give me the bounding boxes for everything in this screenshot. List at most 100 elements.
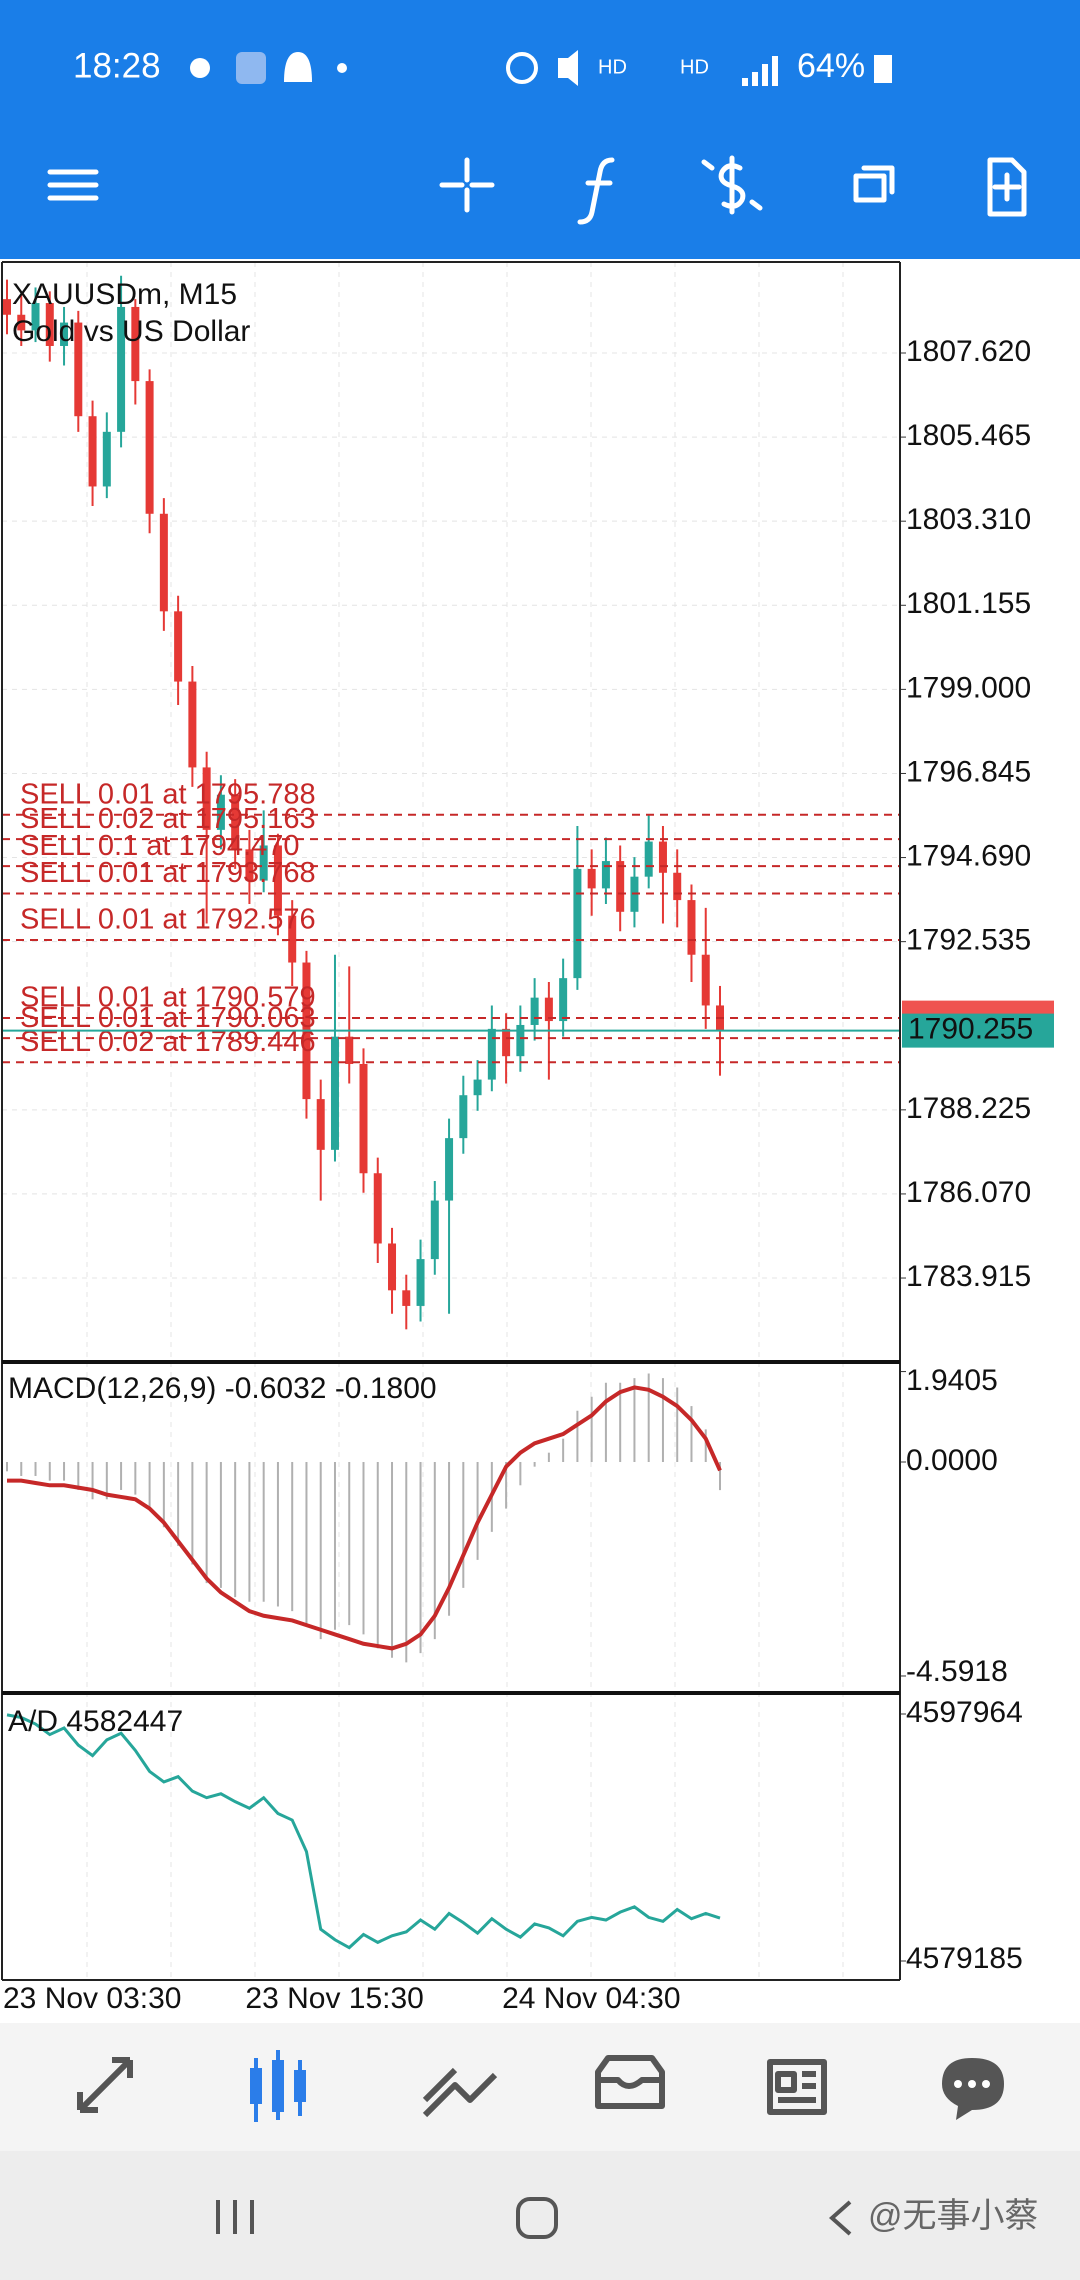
candle-body (288, 915, 297, 963)
y-tick-label: -4.5918 (906, 1655, 1008, 1688)
history-tab[interactable] (595, 2055, 665, 2109)
status-battery: 64% (797, 47, 865, 85)
candle-body (644, 841, 653, 877)
candle-body (502, 1028, 511, 1057)
candle-body (45, 303, 54, 346)
candle-body (145, 381, 154, 514)
candle-body (416, 1259, 425, 1306)
candle-body (359, 1063, 368, 1174)
status-icons: HD HD (190, 50, 778, 86)
candle-body (245, 849, 254, 881)
indicators-button[interactable] (577, 157, 615, 225)
chart-title: XAUUSDm, M15 (12, 278, 237, 311)
candle-body (430, 1200, 439, 1260)
candle-body (445, 1138, 454, 1201)
order-label: SELL 0.01 at 1790.579 (20, 982, 316, 1014)
y-tick-label: 1801.155 (906, 587, 1031, 620)
trade-tab[interactable] (422, 2067, 498, 2118)
candle-body (3, 299, 11, 315)
recents-button[interactable] (216, 2200, 254, 2234)
y-tick-label: 1803.310 (906, 503, 1031, 536)
candle-body (701, 954, 710, 1006)
candle-body (473, 1079, 482, 1096)
candle-body (573, 868, 582, 979)
bottom-navigation (0, 2023, 1080, 2151)
candle-body (174, 611, 183, 682)
bid-label: 1790.255 (908, 1013, 1033, 1046)
messages-tab[interactable] (942, 2058, 1004, 2120)
candle-body (530, 997, 539, 1025)
candle-body (687, 900, 696, 955)
x-tick-label: 23 Nov 03:30 (3, 1982, 181, 2015)
candle-body (31, 303, 40, 331)
indicator-title: MACD(12,26,9) -0.6032 -0.1800 (8, 1372, 437, 1405)
indicator-title: A/D 4582447 (8, 1705, 183, 1738)
menu-button[interactable] (47, 169, 99, 201)
candle-body (259, 845, 268, 881)
y-tick-label: 1805.465 (906, 419, 1031, 452)
candle-body (202, 767, 211, 830)
candle-body (345, 1036, 354, 1064)
order-label: SELL 0.01 at 1792.576 (20, 904, 316, 936)
x-tick-label: 24 Nov 04:30 (502, 1982, 680, 2015)
candle-body (559, 978, 568, 1022)
ad-line (6, 1713, 721, 1950)
candle-body (316, 1099, 325, 1150)
candle-body (402, 1290, 411, 1306)
system-navigation (0, 2151, 1080, 2280)
candle-body (60, 322, 69, 346)
home-button[interactable] (516, 2197, 558, 2239)
status-time: 18:28 (73, 46, 161, 85)
candle-body (673, 872, 682, 901)
y-tick-label: 0.0000 (906, 1444, 998, 1477)
order-label: SELL 0.02 at 1795.163 (20, 803, 316, 835)
y-tick-label: 1786.070 (906, 1176, 1031, 1209)
app-bar (0, 0, 1080, 259)
candle-body (216, 794, 225, 830)
candle-body (17, 314, 26, 331)
candle-body (273, 845, 282, 916)
x-tick-label: 23 Nov 15:30 (245, 1982, 423, 2015)
candle-body (587, 868, 596, 889)
quotes-tab[interactable] (77, 2057, 133, 2113)
order-label: SELL 0.1 at 1794.470 (20, 830, 300, 862)
candle-body (388, 1243, 397, 1291)
candle-body (188, 681, 197, 768)
candle-body (544, 997, 553, 1022)
watermark: @无事小蔡 (868, 2197, 1039, 2235)
candle-body (373, 1173, 382, 1244)
signal-line (7, 1385, 722, 1651)
candle-body (601, 861, 610, 889)
y-tick-label: 1807.620 (906, 335, 1031, 368)
candle-body (231, 794, 240, 850)
candle-body (102, 431, 111, 487)
order-label: SELL 0.01 at 1795.788 (20, 778, 316, 810)
new-order-button[interactable] (987, 157, 1027, 217)
candle-body (487, 1028, 496, 1080)
order-label: SELL 0.01 at 1790.063 (20, 1002, 316, 1034)
news-tab[interactable] (767, 2059, 827, 2115)
candle-body (616, 861, 625, 912)
crosshair-button[interactable] (439, 157, 495, 213)
y-tick-label: 1796.845 (906, 755, 1031, 788)
candle-body (117, 306, 126, 432)
order-label: SELL 0.01 at 1793.768 (20, 857, 316, 889)
chart: 1807.620 1805.465 1803.310 1801.155 1799.000… (1, 261, 1054, 2015)
y-tick-label: 1.9405 (906, 1364, 998, 1397)
battery-icon (874, 55, 892, 83)
back-button[interactable] (828, 2200, 852, 2236)
candle-body (330, 1036, 339, 1150)
candle-body (159, 513, 168, 612)
svg-text:HD: HD (680, 56, 709, 78)
y-tick-label: 4597964 (906, 1696, 1023, 1729)
windows-button[interactable] (853, 165, 895, 203)
y-tick-label: 1794.690 (906, 839, 1031, 872)
svg-text:HD: HD (598, 56, 627, 78)
chart-tab[interactable] (250, 2050, 306, 2122)
y-tick-label: 1799.000 (906, 671, 1031, 704)
trade-button[interactable] (701, 155, 763, 215)
y-tick-label: 1792.535 (906, 924, 1031, 957)
y-tick-label: 1788.225 (906, 1092, 1031, 1125)
